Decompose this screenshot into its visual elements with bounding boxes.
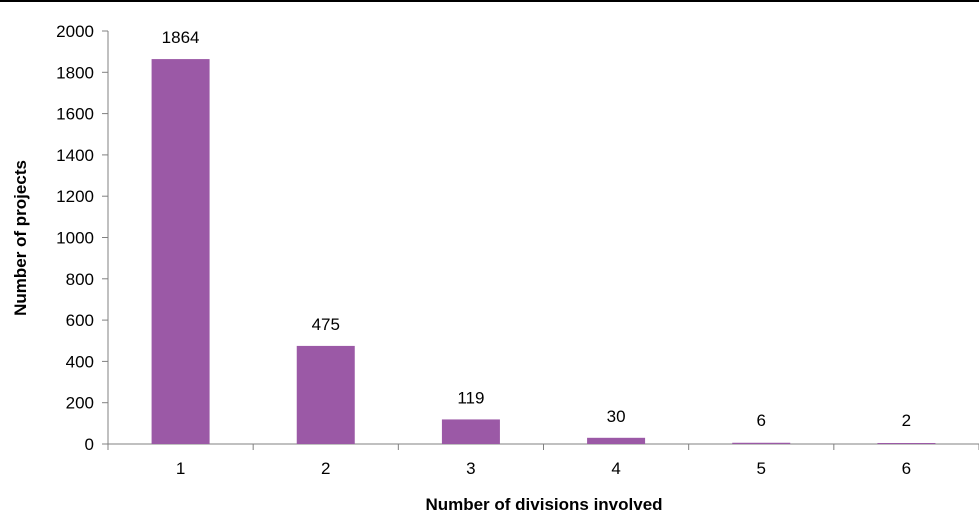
y-tick-label: 200	[66, 394, 94, 413]
data-label-3: 119	[457, 388, 484, 407]
y-tick-label: 0	[85, 435, 94, 454]
y-tick-label: 1600	[56, 105, 94, 124]
bar-3	[441, 419, 500, 444]
data-label-2: 475	[312, 315, 340, 334]
data-labels: 1864 475 119 30 6 2	[162, 28, 911, 430]
x-tick-label: 4	[611, 459, 620, 478]
bar-5	[732, 442, 791, 444]
x-tick-label: 3	[466, 459, 475, 478]
y-tick-label: 1200	[56, 187, 94, 206]
bar-4	[587, 437, 646, 444]
data-label-5: 6	[757, 411, 766, 430]
bars	[151, 59, 936, 445]
top-border-rule	[0, 0, 979, 2]
x-axis-title: Number of divisions involved	[425, 495, 662, 514]
y-tick-label: 2000	[56, 22, 94, 41]
y-tick-label: 1800	[56, 63, 94, 82]
x-tick-label: 6	[902, 459, 911, 478]
y-axis-title: Number of projects	[11, 160, 30, 316]
y-tick-label: 400	[66, 352, 94, 371]
data-label-1: 1864	[162, 28, 200, 47]
data-label-4: 30	[607, 407, 626, 426]
bar-1	[151, 59, 210, 445]
bar-2	[296, 345, 355, 444]
data-label-6: 2	[902, 411, 911, 430]
x-tick-label: 5	[757, 459, 766, 478]
y-tick-label: 1000	[56, 229, 94, 248]
bar-6	[877, 443, 936, 444]
y-axis: 0 200 400 600 800 1000 1200 1400 1600 1800 2000	[56, 22, 109, 454]
y-tick-label: 800	[66, 270, 94, 289]
x-tick-label: 1	[176, 459, 185, 478]
x-axis: 1 2 3 4 5 6	[107, 443, 979, 478]
y-tick-label: 600	[66, 311, 94, 330]
x-tick-label: 2	[321, 459, 330, 478]
y-tick-label: 1400	[56, 146, 94, 165]
